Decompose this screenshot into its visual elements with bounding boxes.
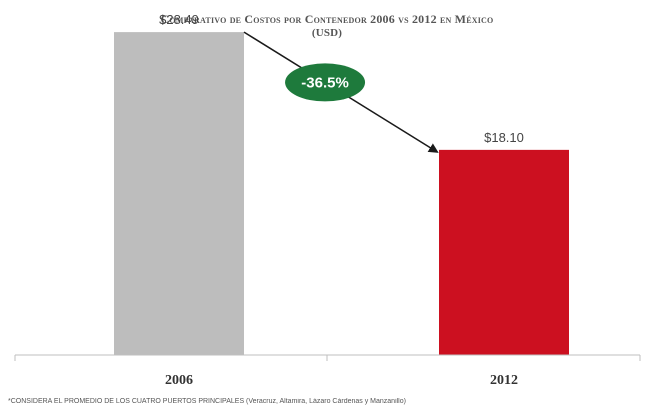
- footnote: *CONSIDERA EL PROMEDIO DE LOS CUATRO PUE…: [8, 398, 406, 405]
- change-badge: [285, 63, 366, 102]
- bar-2006: [114, 32, 244, 355]
- x-tick-label-2006: 2006: [165, 373, 193, 388]
- bar-2012: [439, 149, 569, 355]
- data-label-2006: $28.49: [159, 12, 199, 27]
- chart-title: Comparativo de Costos por Contenedor 200…: [160, 12, 494, 26]
- x-tick-label-2012: 2012: [490, 373, 518, 388]
- chart-subtitle: (USD): [311, 27, 343, 39]
- data-label-2012: $18.10: [484, 130, 524, 145]
- change-badge-label: -36.5%: [301, 74, 349, 91]
